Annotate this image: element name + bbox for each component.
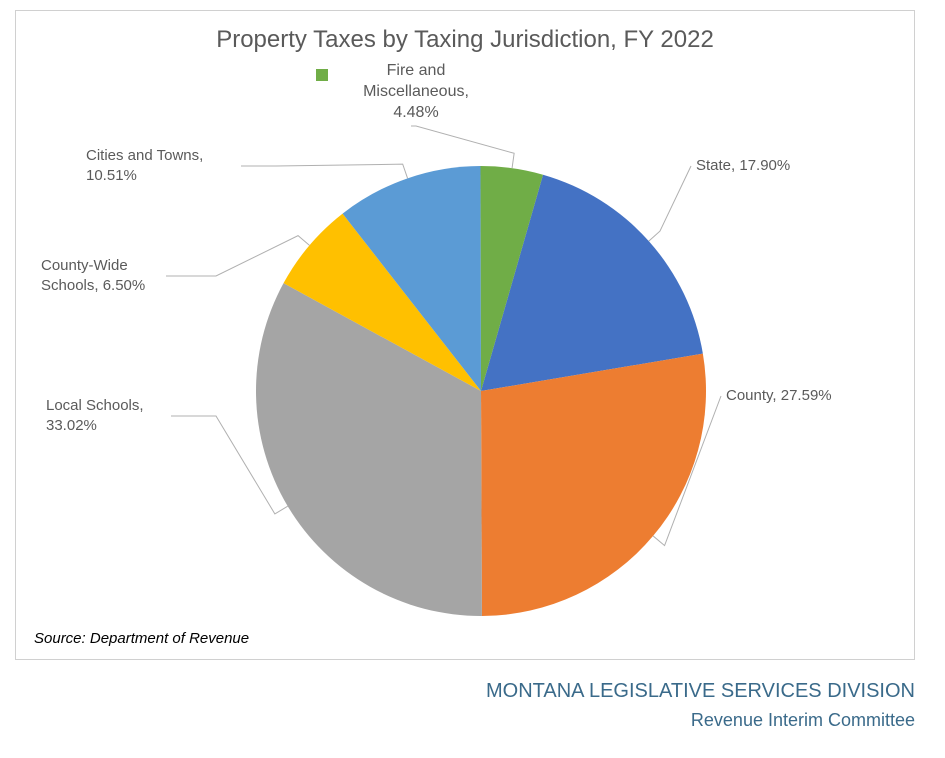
pie-chart — [16, 11, 916, 661]
footer-line1: MONTANA LEGISLATIVE SERVICES DIVISION — [486, 680, 915, 703]
pie-slice-county — [481, 354, 706, 616]
label-local-schools: Local Schools,33.02% — [46, 396, 144, 435]
source-text: Source: Department of Revenue — [34, 630, 249, 647]
leader-line — [241, 164, 408, 178]
label-county: County, 27.59% — [726, 386, 832, 406]
label-county-wide: County-WideSchools, 6.50% — [41, 256, 145, 295]
leader-line — [166, 236, 309, 276]
label-cities: Cities and Towns,10.51% — [86, 146, 203, 185]
label-state: State, 17.90% — [696, 156, 790, 176]
footer-line2: Revenue Interim Committee — [691, 710, 915, 731]
leader-line — [649, 166, 691, 241]
label-state-text: State, 17.90% — [696, 157, 790, 174]
label-county-text: County, 27.59% — [726, 387, 832, 404]
leader-line — [411, 126, 514, 168]
chart-frame: Property Taxes by Taxing Jurisdiction, F… — [15, 10, 915, 660]
